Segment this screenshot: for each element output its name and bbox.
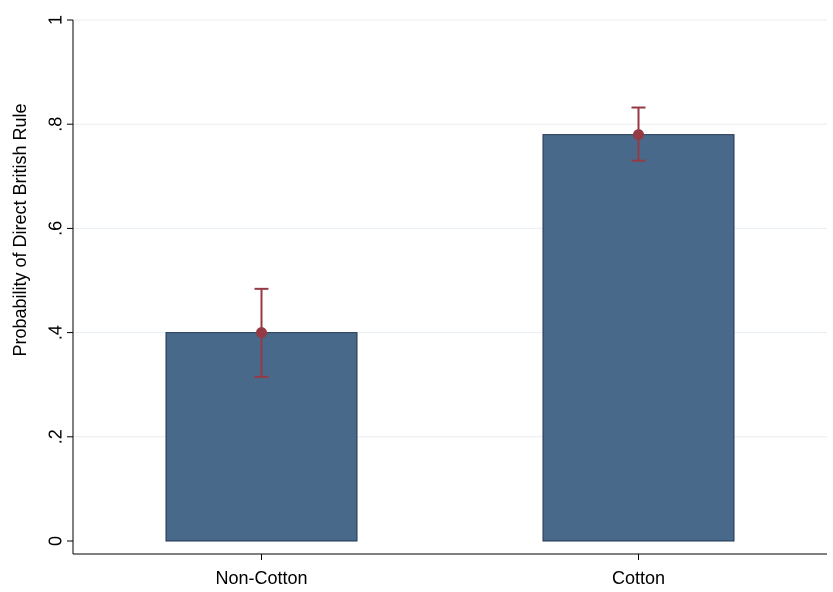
axes	[72, 20, 827, 555]
bars	[165, 134, 735, 542]
y-tick-label: .8	[45, 117, 65, 132]
point-estimate	[633, 129, 644, 141]
error-bars	[254, 106, 646, 378]
x-tick-label: Cotton	[612, 568, 665, 588]
point-estimate	[256, 327, 267, 339]
y-tick-label: .2	[45, 429, 65, 444]
y-tick-label: .6	[45, 221, 65, 236]
x-tick-label: Non-Cotton	[215, 568, 307, 588]
y-tick-label: .4	[45, 325, 65, 340]
y-axis-title: Probability of Direct British Rule	[10, 103, 30, 356]
y-tick-label: 1	[45, 15, 65, 25]
y-ticks: 0 .2 .4 .6 .8 1	[45, 15, 73, 546]
y-tick-label: 0	[45, 536, 65, 546]
bar	[542, 134, 735, 542]
x-ticks: Non-Cotton Cotton	[215, 554, 665, 588]
